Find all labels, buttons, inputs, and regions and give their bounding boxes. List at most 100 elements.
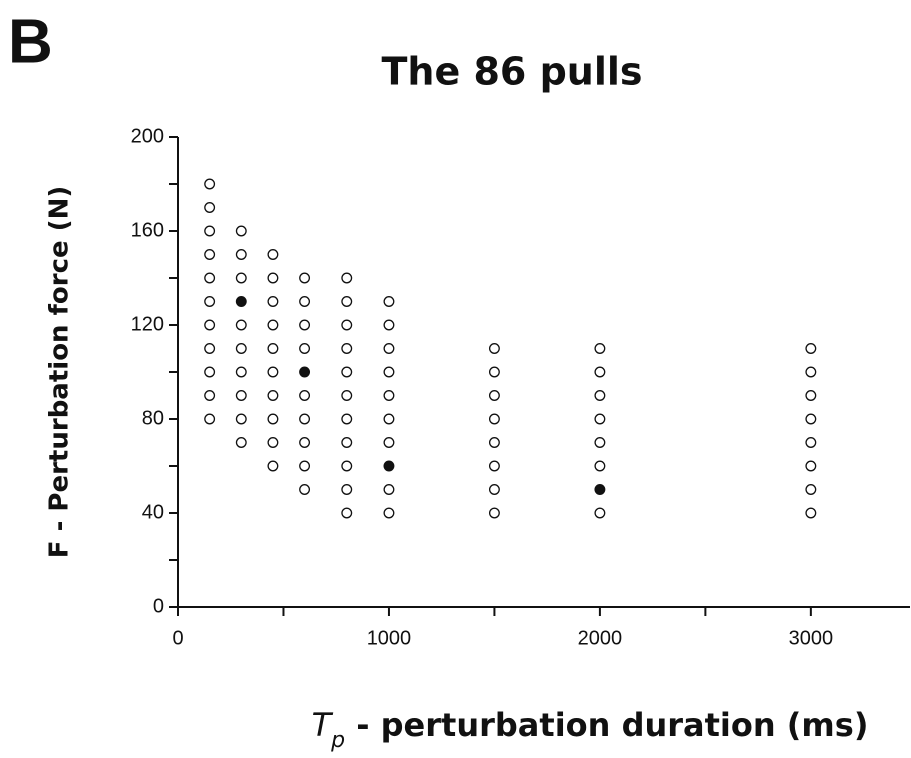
point [299, 366, 311, 378]
x-tick-label: 2000 [578, 627, 623, 649]
point [488, 390, 500, 401]
point [267, 437, 279, 448]
x-axis-label: Tp - perturbation duration (ms) [312, 706, 869, 753]
point [341, 296, 353, 307]
point [299, 296, 311, 307]
point [488, 484, 500, 495]
point [299, 319, 311, 331]
point [383, 366, 395, 378]
point [594, 460, 606, 472]
x-label-symbol: T [312, 706, 334, 744]
point [383, 319, 395, 331]
point [805, 460, 817, 472]
point [488, 460, 500, 472]
point [805, 413, 817, 425]
point [594, 507, 606, 519]
y-tick-label: 120 [131, 313, 164, 335]
point [383, 296, 395, 307]
point [341, 366, 353, 378]
point [235, 319, 247, 331]
y-tick-label: 200 [131, 125, 164, 147]
point [299, 437, 311, 448]
point [204, 178, 216, 190]
chart-title: The 86 pulls [381, 50, 642, 94]
point [383, 460, 395, 472]
point [267, 296, 279, 307]
point [204, 366, 216, 378]
point [341, 272, 353, 284]
point [235, 413, 247, 425]
point [235, 272, 247, 284]
point [488, 437, 500, 448]
point [299, 484, 311, 495]
y-tick-label: 160 [131, 219, 164, 241]
point [235, 366, 247, 378]
point [594, 437, 606, 448]
point [383, 484, 395, 495]
x-label-text: - perturbation duration (ms) [345, 706, 868, 744]
point [204, 249, 216, 260]
y-tick-label: 40 [142, 501, 164, 523]
point [594, 484, 606, 495]
point [805, 484, 817, 495]
point [594, 343, 606, 354]
x-tick-label: 1000 [367, 627, 412, 649]
point [341, 413, 353, 425]
point [383, 507, 395, 519]
point [299, 460, 311, 472]
point [267, 460, 279, 472]
y-axis-label: F - Perturbation force (N) [45, 186, 75, 558]
point [235, 296, 247, 307]
point [341, 390, 353, 401]
point [805, 437, 817, 448]
point [341, 343, 353, 354]
point [267, 413, 279, 425]
point [341, 460, 353, 472]
point [299, 272, 311, 284]
point [204, 202, 216, 213]
point [594, 366, 606, 378]
x-tick-label: 3000 [789, 627, 834, 649]
point [267, 366, 279, 378]
point [267, 272, 279, 284]
point [341, 437, 353, 448]
x-label-subscript: p [330, 728, 345, 753]
point [299, 343, 311, 354]
point [235, 390, 247, 401]
point [204, 319, 216, 331]
point [267, 343, 279, 354]
point [204, 343, 216, 354]
point [204, 413, 216, 425]
point [805, 343, 817, 354]
point [341, 507, 353, 519]
point [235, 437, 247, 448]
panel-label: B [8, 7, 53, 76]
y-tick-label: 80 [142, 407, 164, 429]
point [805, 366, 817, 378]
point [383, 390, 395, 401]
point [594, 390, 606, 401]
point [204, 225, 216, 237]
point [267, 390, 279, 401]
point [341, 484, 353, 495]
y-tick-label: 0 [153, 595, 164, 617]
point [383, 343, 395, 354]
point [488, 366, 500, 378]
point [383, 413, 395, 425]
point [383, 437, 395, 448]
x-tick-label: 0 [172, 627, 183, 649]
point [204, 296, 216, 307]
point [594, 413, 606, 425]
point [235, 249, 247, 260]
point [267, 319, 279, 331]
point [488, 343, 500, 354]
point [235, 225, 247, 237]
point [299, 413, 311, 425]
point [805, 507, 817, 519]
point [267, 249, 279, 260]
point [805, 390, 817, 401]
point [341, 319, 353, 331]
point [488, 507, 500, 519]
